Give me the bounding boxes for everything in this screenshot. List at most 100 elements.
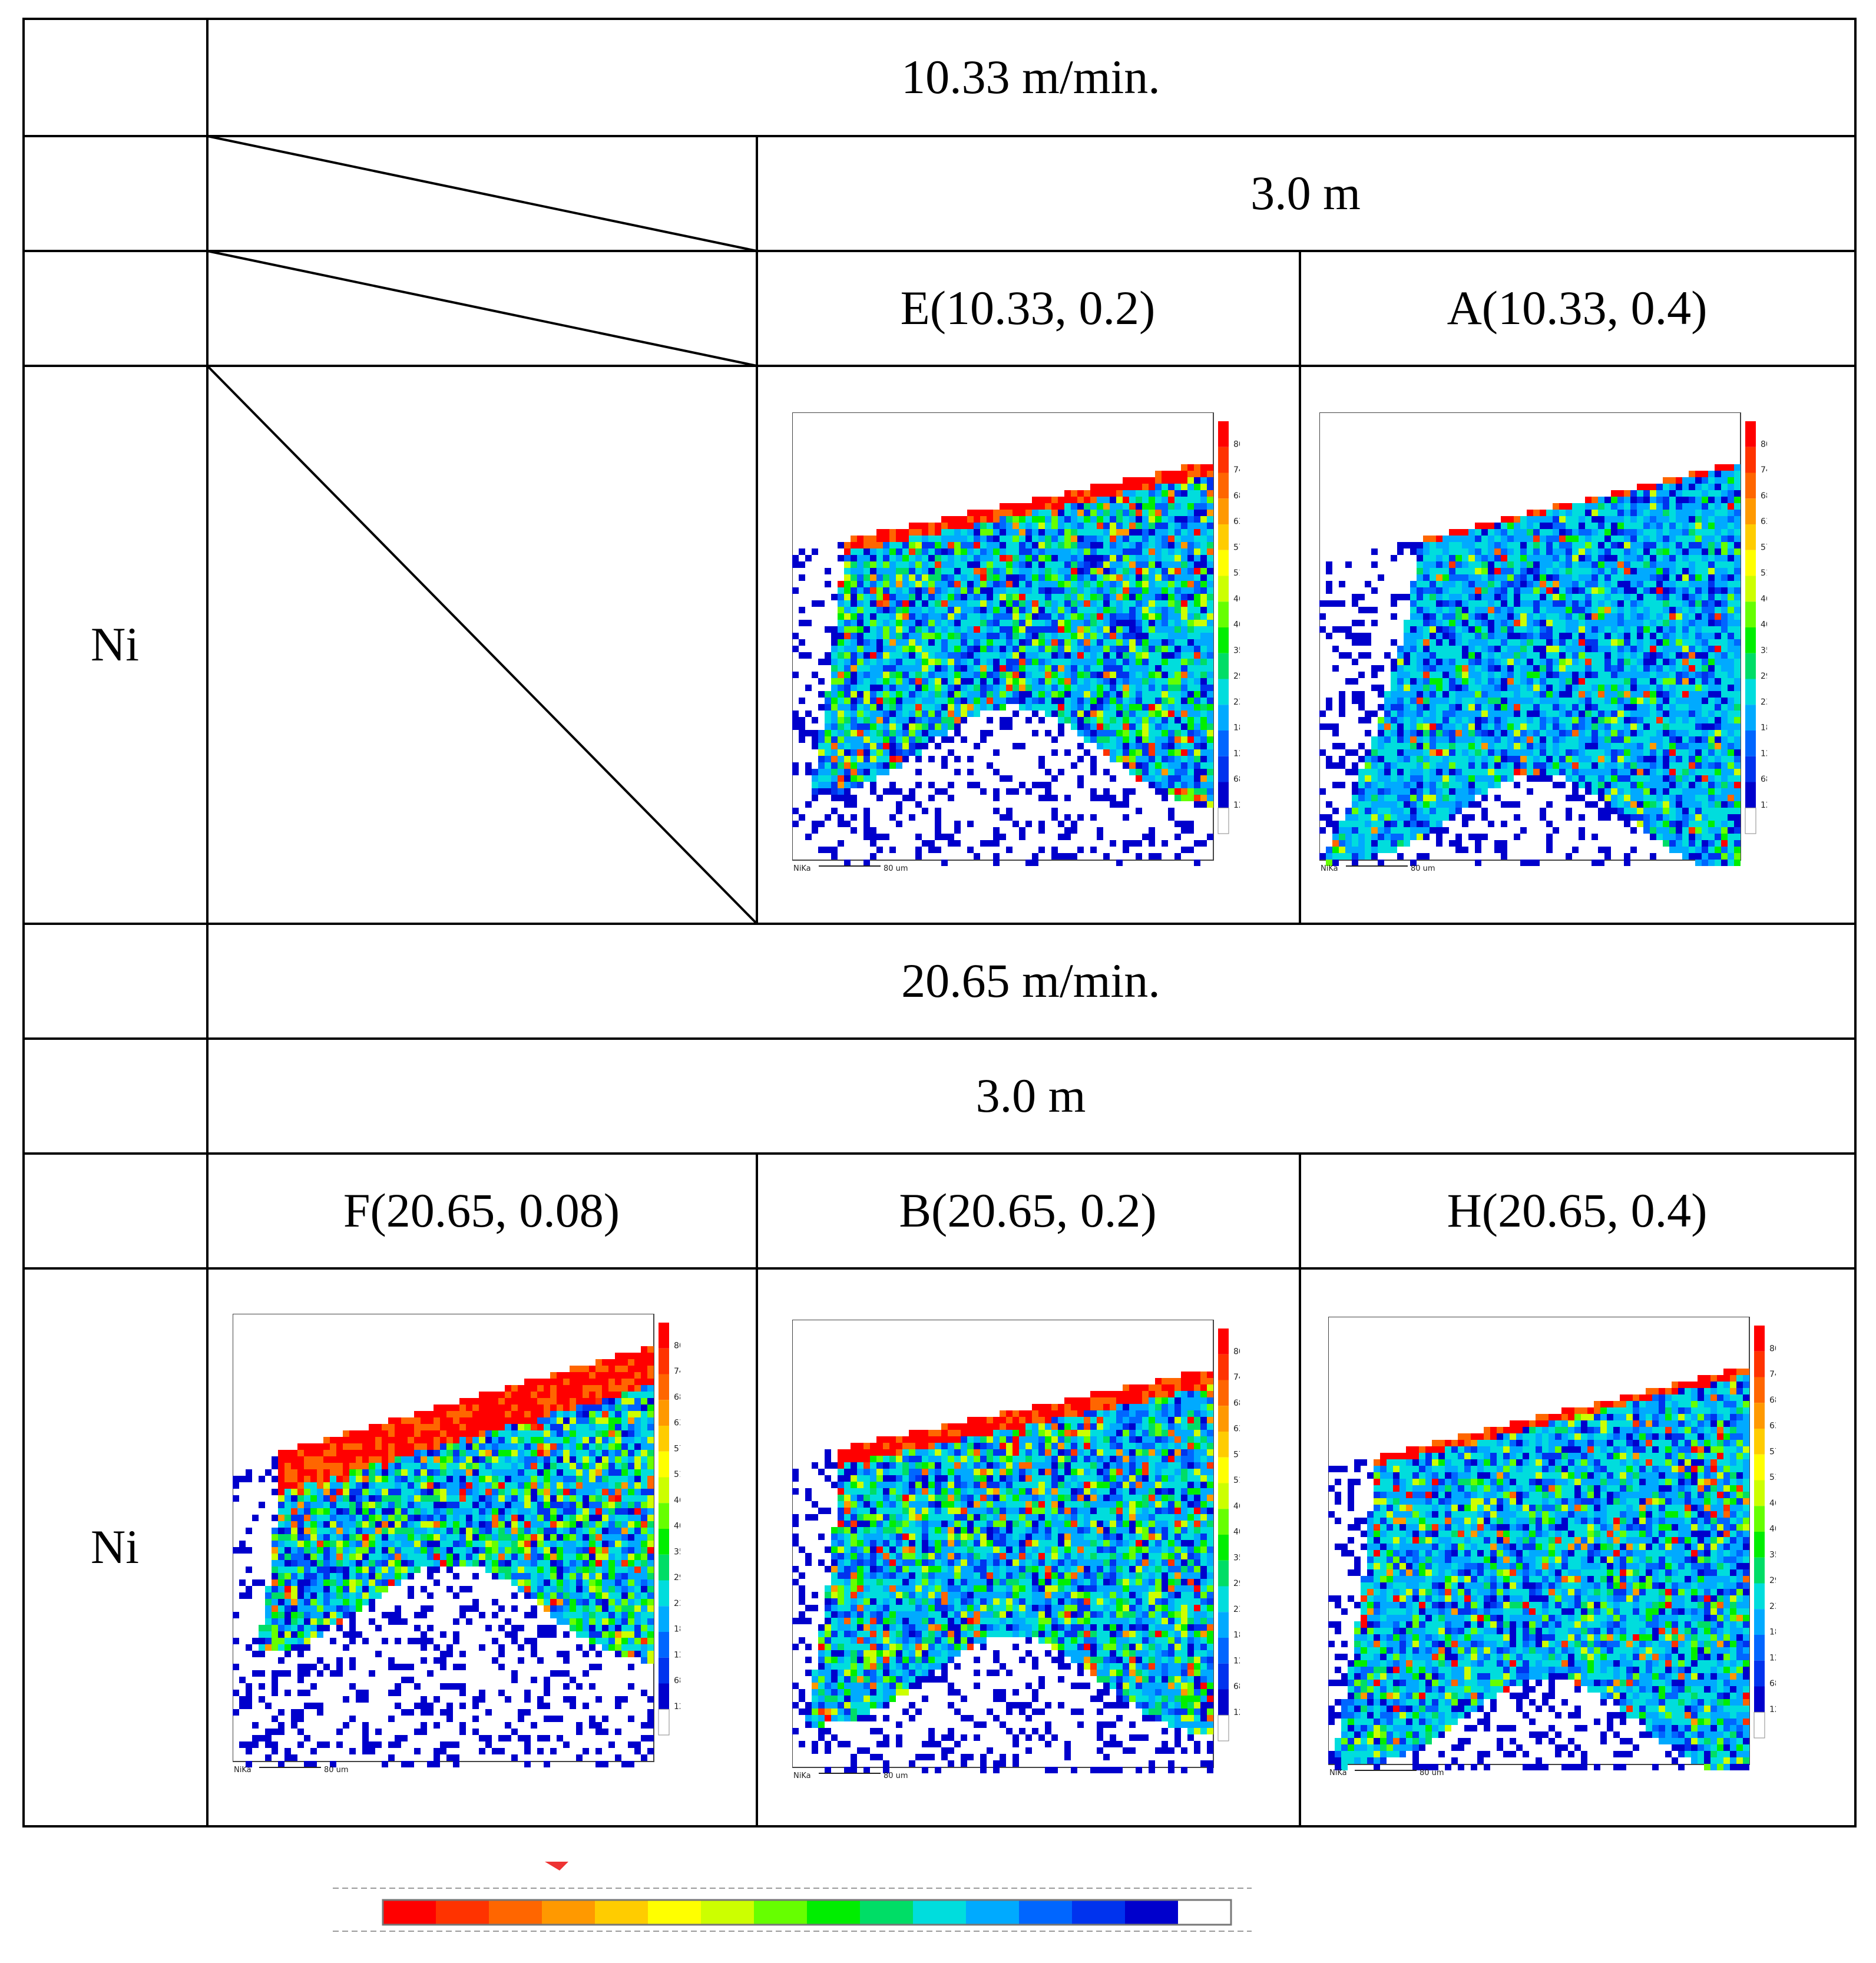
legend-swatch — [1218, 653, 1229, 679]
ramp-swatch — [436, 1900, 489, 1925]
table-rule — [756, 1152, 758, 1827]
legend-tick-label: 350 — [674, 1547, 680, 1556]
legend-tick-label: 12 — [1761, 801, 1767, 810]
legend-swatch — [1745, 550, 1756, 576]
ramp-swatch — [754, 1900, 807, 1925]
legend-swatch — [1217, 807, 1229, 834]
map-pixels — [792, 464, 1213, 866]
speed-header-1: 10.33 m/min. — [901, 49, 1160, 104]
legend-tick-label: 575 — [1233, 543, 1240, 552]
diagonal-line — [207, 250, 757, 367]
legend-swatch — [1218, 1638, 1229, 1664]
legend-tick-label: 800 — [1761, 439, 1767, 449]
legend-tick-label: 631 — [674, 1419, 680, 1428]
eds-map-svg: 800 744 687 631 575 519 462 406 350 293 237 181 125 6… — [1319, 412, 1767, 873]
legend-swatch — [1218, 1406, 1229, 1432]
map-pixels — [233, 1346, 654, 1767]
table-border-bottom — [22, 1825, 1857, 1827]
sample-label-a: A(10.33, 0.4) — [1447, 280, 1708, 335]
ni-map-a: 800 744 687 631 575 519 462 406 350 293 237 181 125 6… — [1319, 412, 1767, 884]
legend-tick-label: 181 — [1769, 1628, 1776, 1637]
legend-swatch — [1218, 1612, 1229, 1638]
legend-swatch — [1745, 756, 1756, 782]
legend-swatch — [659, 1477, 669, 1503]
scale-bar-label: 80 um — [884, 864, 908, 873]
legend-tick-label: 350 — [1233, 646, 1240, 655]
legend-swatch — [1754, 1660, 1765, 1687]
legend-tick-label: 350 — [1233, 1553, 1240, 1562]
legend-tick-label: 125 — [1233, 1656, 1240, 1665]
legend-tick-label: 631 — [1233, 517, 1240, 527]
legend-tick-label: 293 — [1761, 672, 1767, 681]
legend-tick-label: 181 — [1233, 1631, 1240, 1640]
scale-bar-label: 80 um — [1420, 1769, 1444, 1777]
legend-swatch — [1218, 447, 1229, 473]
legend-swatch — [1218, 524, 1229, 550]
legend-swatch — [1218, 679, 1229, 705]
legend-tick-label: 631 — [1233, 1425, 1240, 1434]
legend-tick-label: 744 — [1233, 465, 1240, 475]
legend-swatch — [1218, 1457, 1229, 1483]
legend-tick-label: 687 — [1233, 491, 1240, 501]
legend-tick-label: 237 — [674, 1599, 680, 1608]
legend-swatch — [1754, 1583, 1765, 1610]
legend-tick-label: 631 — [1761, 517, 1767, 527]
legend-swatch — [1754, 1326, 1765, 1351]
legend-tick-label: 125 — [674, 1650, 680, 1660]
diagonal-line — [207, 135, 757, 252]
legend-swatch — [1745, 447, 1756, 473]
legend-tick-label: 406 — [1233, 1528, 1240, 1537]
legend-tick-label: 575 — [1233, 1450, 1240, 1459]
legend-tick-label: 744 — [1761, 465, 1767, 475]
sample-label-b: B(20.65, 0.2) — [899, 1183, 1157, 1237]
legend-swatch — [1754, 1377, 1765, 1403]
legend-swatch — [659, 1323, 669, 1349]
legend-tick-label: 181 — [674, 1625, 680, 1634]
legend-swatch — [1745, 524, 1756, 550]
ni-map-f: 800 744 687 631 575 519 462 406 350 293 237 181 125 6… — [233, 1314, 680, 1785]
legend-swatch — [1745, 705, 1756, 731]
legend-swatch — [659, 1683, 669, 1710]
legend-tick-label: 519 — [1761, 569, 1767, 578]
legend-tick-label: 744 — [1233, 1373, 1240, 1382]
legend-swatch — [1218, 1432, 1229, 1458]
legend-swatch — [1218, 1663, 1229, 1690]
legend-swatch — [1754, 1454, 1765, 1480]
legend-tick-label: 68 — [1233, 775, 1240, 784]
results-table: 10.33 m/min. 3.0 m E(10.33, 0.2) A(10.33… — [22, 18, 1857, 1827]
legend-swatch — [1754, 1403, 1765, 1429]
legend-tick-label: 519 — [1233, 569, 1240, 578]
ramp-swatch — [860, 1900, 913, 1925]
legend-tick-label: 350 — [1769, 1550, 1776, 1559]
legend-tick-label: 462 — [674, 1496, 680, 1505]
legend-swatch — [659, 1503, 669, 1529]
legend-tick-label: 687 — [1233, 1399, 1240, 1408]
ramp-swatch — [807, 1900, 860, 1925]
ramp-swatch — [701, 1900, 754, 1925]
legend-swatch — [1218, 498, 1229, 524]
table-rule — [22, 923, 1857, 925]
sample-label-h: H(20.65, 0.4) — [1447, 1183, 1708, 1237]
legend-swatch — [1218, 1586, 1229, 1612]
legend-swatch — [1218, 1689, 1229, 1716]
length-header-2: 3.0 m — [975, 1068, 1086, 1122]
legend-swatch — [659, 1657, 669, 1684]
map-pixels — [1319, 464, 1741, 866]
legend-swatch — [1218, 1354, 1229, 1380]
legend-tick-label: 462 — [1233, 1502, 1240, 1511]
sample-label-f: F(20.65, 0.08) — [343, 1183, 620, 1237]
ramp-swatch — [648, 1900, 701, 1925]
eds-map-svg: 800 744 687 631 575 519 462 406 350 293 237 181 125 6… — [1328, 1317, 1776, 1777]
sample-label-e: E(10.33, 0.2) — [900, 280, 1156, 335]
table-border-left — [22, 18, 25, 1827]
table-rule — [22, 1267, 1857, 1270]
ramp-swatch — [542, 1900, 595, 1925]
diagonal-lines — [206, 135, 758, 925]
legend-swatch — [1754, 1557, 1765, 1584]
legend-tick-label: 462 — [1769, 1499, 1776, 1508]
legend-swatch — [1218, 576, 1229, 602]
table-rule — [22, 250, 1857, 252]
legend-tick-label: 519 — [1233, 1476, 1240, 1485]
legend-tick-label: 125 — [1233, 749, 1240, 758]
ni-map-b: 800 744 687 631 575 519 462 406 350 293 237 181 125 6… — [792, 1320, 1240, 1791]
